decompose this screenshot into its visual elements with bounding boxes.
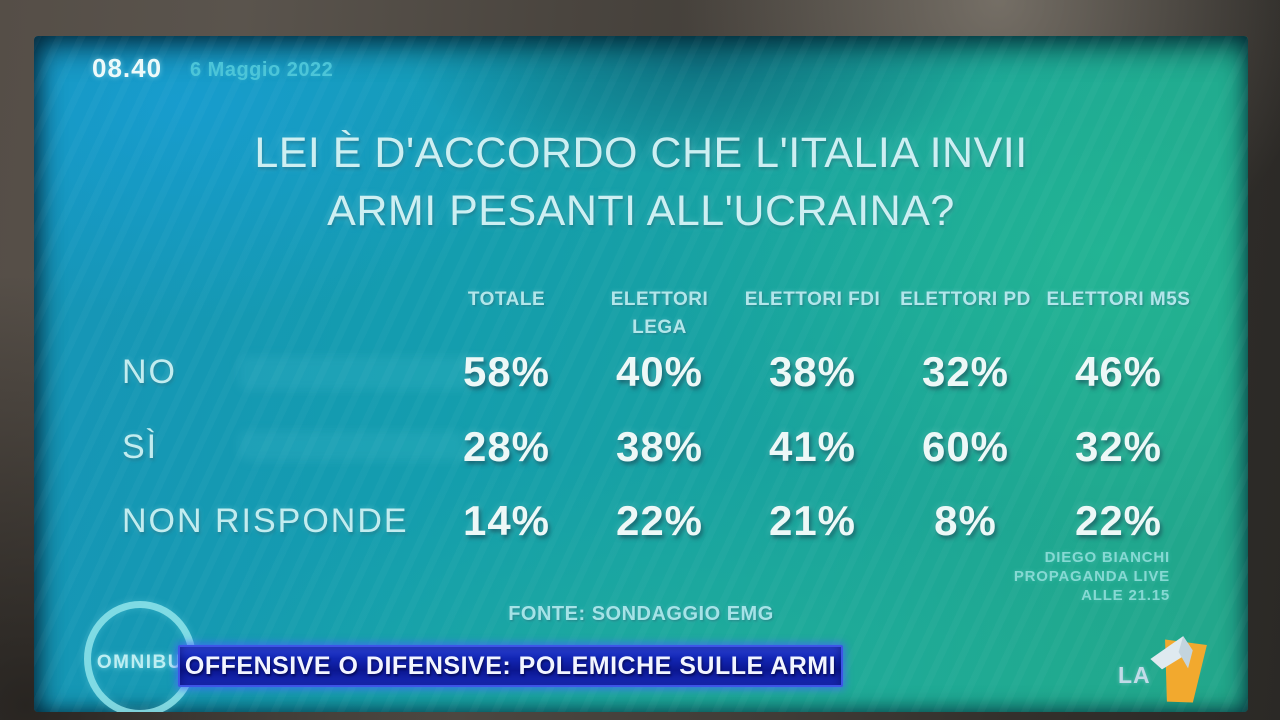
value-cell: 8%: [934, 497, 997, 544]
row-values: 28% 38% 41% 60% 32%: [430, 424, 1195, 470]
promo-show: PROPAGANDA LIVE: [1013, 568, 1170, 585]
value-cell: 32%: [921, 348, 1010, 395]
la7-logo: LA: [1118, 634, 1228, 712]
source-note: FONTE: SONDAGGIO EMG: [508, 603, 774, 625]
column-header-fdi: ELETTORI FDI: [744, 289, 881, 310]
value-cell: 58%: [462, 348, 551, 395]
value-cell: 40%: [615, 348, 704, 395]
row-values: 58% 40% 38% 32% 46%: [430, 349, 1195, 395]
ticker-banner: OFFENSIVE O DIFENSIVE: POLEMICHE SULLE A…: [178, 645, 843, 687]
value-cell: 14%: [462, 497, 551, 544]
column-header-totale: TOTALE: [467, 289, 546, 310]
column-header-pd: ELETTORI PD: [900, 289, 1031, 310]
row-label: SÌ: [122, 428, 159, 466]
promo-announcement: DIEGO BIANCHI PROPAGANDA LIVE ALLE 21.15: [1014, 548, 1170, 605]
value-cell: 22%: [1074, 497, 1163, 544]
row-values: 14% 22% 21% 8% 22%: [430, 498, 1195, 544]
ticker-headline: OFFENSIVE O DIFENSIVE: POLEMICHE SULLE A…: [184, 651, 837, 680]
table-header-row: TOTALE ELETTORI LEGA ELETTORI FDI ELETTO…: [430, 286, 1195, 338]
value-cell: 32%: [1074, 423, 1163, 470]
poll-question-title: LEI È D'ACCORDO CHE L'ITALIA INVII ARMI …: [34, 124, 1248, 240]
value-cell: 46%: [1074, 348, 1163, 395]
row-label: NON RISPONDE: [122, 502, 409, 540]
broadcast-time: 08.40: [92, 53, 163, 83]
la7-seven-icon: [1150, 636, 1207, 703]
value-cell: 21%: [768, 497, 857, 544]
broadcast-date: 6 Maggio 2022: [190, 59, 334, 81]
la7-logo-text: LA: [1118, 662, 1151, 688]
value-cell: 22%: [615, 497, 704, 544]
promo-host: DIEGO BIANCHI: [1044, 549, 1170, 566]
row-highlight: [239, 431, 464, 461]
value-cell: 60%: [921, 423, 1010, 470]
row-highlight: [239, 356, 474, 390]
column-header-lega: ELETTORI LEGA: [610, 289, 709, 338]
tv-screen: 08.40 6 Maggio 2022 LEI È D'ACCORDO CHE …: [34, 36, 1248, 712]
value-cell: 38%: [768, 348, 857, 395]
row-label: NO: [122, 353, 177, 391]
value-cell: 41%: [768, 423, 857, 470]
value-cell: 28%: [462, 423, 551, 470]
omnibus-logo-label: OMNIBUS: [96, 652, 198, 673]
promo-time: ALLE 21.15: [1081, 587, 1170, 604]
value-cell: 38%: [615, 423, 704, 470]
column-header-m5s: ELETTORI M5S: [1046, 289, 1191, 310]
poll-question-line2: ARMI PESANTI ALL'UCRAINA?: [327, 187, 955, 235]
poll-question-line1: LEI È D'ACCORDO CHE L'ITALIA INVII: [254, 129, 1028, 177]
